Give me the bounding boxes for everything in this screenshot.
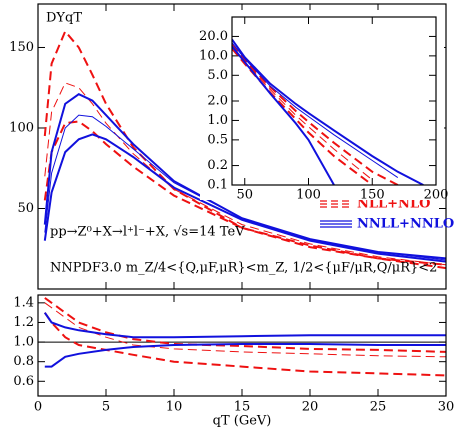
line: [43, 133, 446, 263]
y-tick-label: 0.6: [13, 374, 34, 389]
line: [43, 120, 446, 270]
x-axis-label: qT (GeV): [213, 414, 272, 429]
legend-label: NLL+NLO: [357, 197, 430, 212]
y-tick-label: 150: [9, 40, 34, 55]
x-tick-label: 0: [34, 400, 42, 415]
y-tick-label: 1.0: [13, 335, 34, 350]
line: [44, 82, 446, 266]
line: [232, 38, 424, 185]
line: [44, 114, 446, 261]
y-tick-label: 1.0: [207, 113, 228, 128]
y-tick-label: 1.2: [13, 315, 34, 330]
x-tick-label: 200: [424, 188, 449, 203]
y-tick-label: 2.0: [207, 94, 228, 109]
x-tick-label: 25: [370, 400, 387, 415]
y-tick-label: 20.0: [199, 29, 228, 44]
line: [44, 343, 446, 368]
x-tick-label: 150: [360, 188, 385, 203]
line: [232, 47, 373, 185]
y-tick-label: 100: [9, 120, 34, 135]
x-tick-label: 10: [166, 400, 183, 415]
y-tick-label: 1.4: [13, 295, 34, 310]
line: [232, 42, 399, 179]
line: [43, 312, 446, 377]
x-tick-label: 20: [302, 400, 319, 415]
y-tick-label: 50: [17, 201, 34, 216]
inset-background: [200, 10, 444, 200]
x-tick-label: 50: [236, 188, 253, 203]
y-tick-label: 0.1: [207, 178, 228, 193]
y-tick-label: 0.8: [13, 354, 34, 369]
annotation: NNPDF3.0 m_Z/4<{Q,μF,μR}<m_Z, 1/2<{μF/μR…: [50, 261, 437, 276]
x-tick-label: 100: [296, 188, 321, 203]
x-tick-label: 5: [102, 400, 110, 415]
frame: [231, 16, 437, 186]
x-tick-label: 30: [438, 400, 454, 415]
frame: [37, 294, 447, 397]
chart-title: DYqT: [46, 11, 82, 26]
frame: [37, 3, 447, 290]
line: [43, 312, 446, 339]
line: [44, 297, 446, 353]
y-tick-label: 5.0: [207, 68, 228, 83]
annotation: pp→Z⁰+X→l⁺l⁻+X, √s=14 TeV: [50, 225, 245, 240]
line: [232, 45, 335, 185]
x-tick-label: 15: [234, 400, 251, 415]
y-tick-label: 0.2: [207, 158, 228, 173]
line: [232, 43, 399, 185]
y-tick-label: 0.5: [207, 132, 228, 147]
legend-label: NNLL+NNLO: [357, 217, 454, 232]
line: [43, 29, 446, 266]
y-tick-label: 10.0: [199, 48, 228, 63]
line: [44, 302, 446, 358]
